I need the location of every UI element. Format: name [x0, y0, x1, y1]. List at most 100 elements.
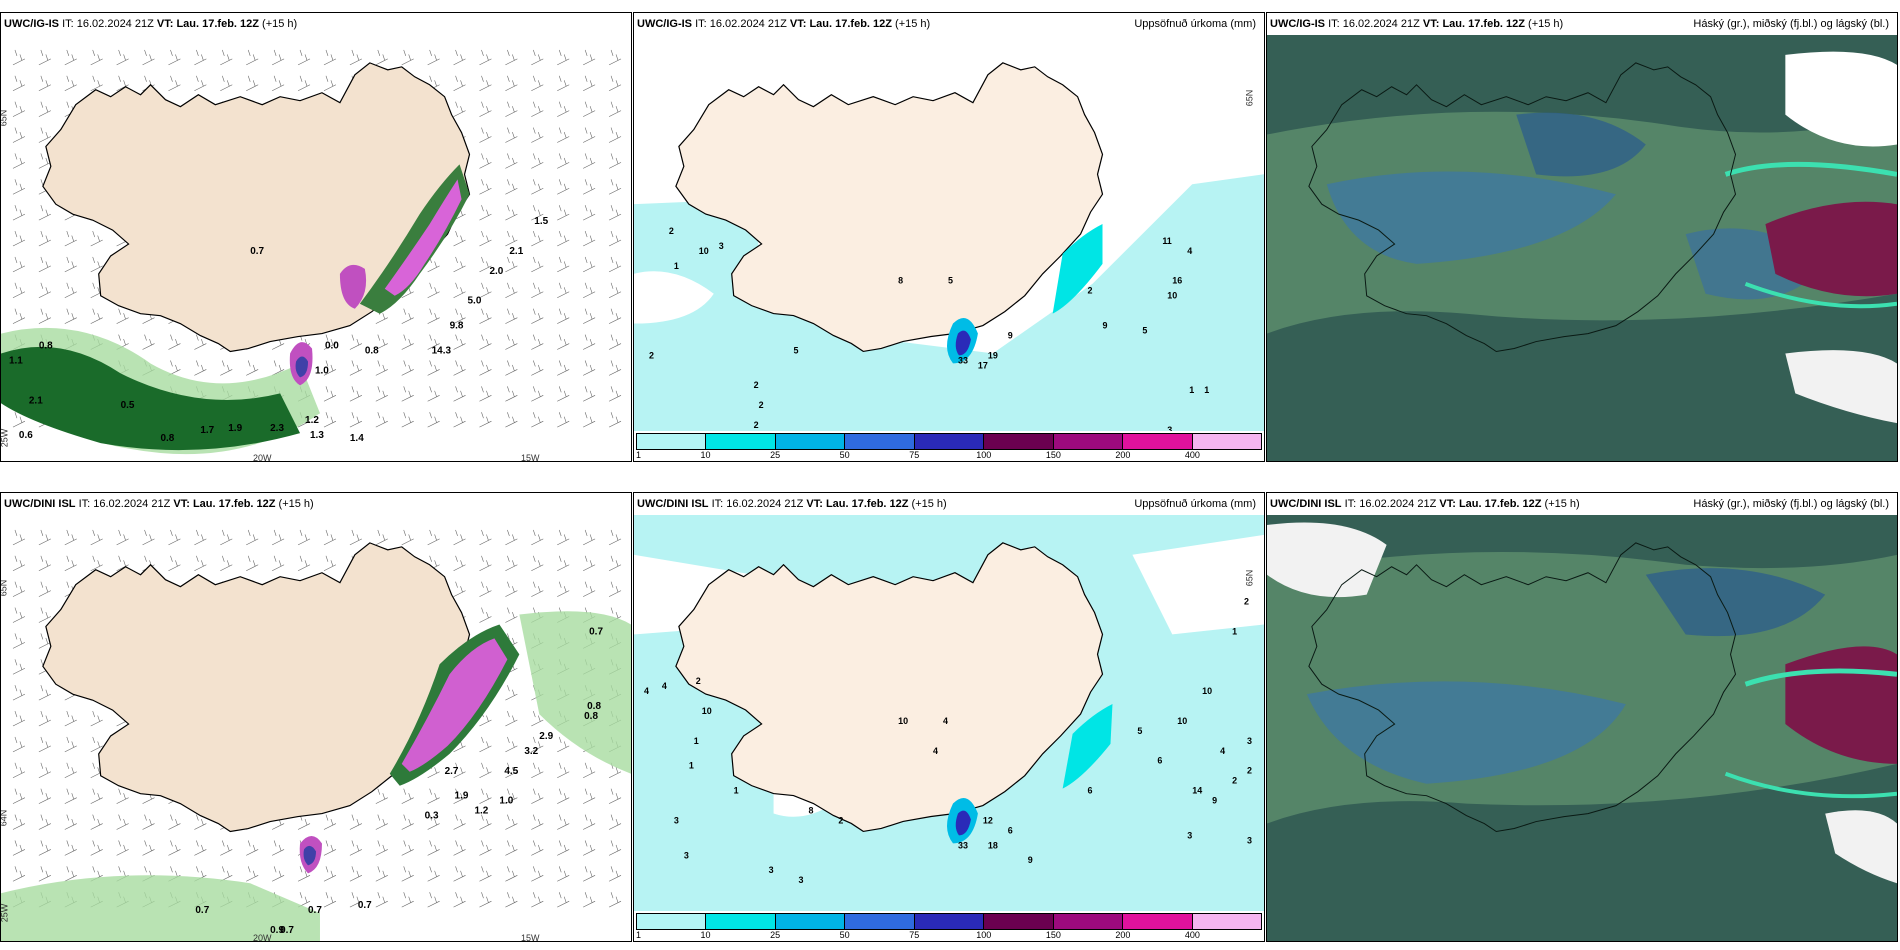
wind-barb	[38, 788, 51, 804]
wind-barb	[38, 75, 51, 92]
wind-barb	[479, 334, 492, 350]
wind-barb	[12, 101, 26, 117]
wind-barb	[505, 127, 518, 143]
wind-barb	[90, 308, 103, 324]
wind-barb	[505, 814, 518, 830]
wind-barb	[608, 412, 622, 428]
panel-title: Uppsöfnuð úrkoma (mm)	[1134, 18, 1256, 30]
map-value-label: 1	[1189, 385, 1194, 395]
wind-barb	[401, 814, 414, 830]
wind-barb	[583, 101, 596, 117]
wind-barb	[505, 153, 518, 169]
wind-barb	[401, 308, 414, 324]
wind-barb	[427, 334, 440, 350]
wind-barb	[90, 788, 103, 804]
map-value-label: 8	[808, 805, 813, 815]
wind-barb	[349, 840, 362, 856]
wind-barb	[608, 127, 622, 143]
wind-barb	[505, 179, 518, 195]
map-value-label: 3.2	[524, 746, 538, 757]
wind-barb	[12, 607, 26, 623]
wind-barb	[583, 840, 596, 856]
wind-barb	[583, 581, 596, 597]
wind-barb	[583, 788, 596, 804]
wind-barb	[479, 101, 492, 117]
wind-barb	[375, 386, 388, 402]
map-value-label: 9	[1008, 330, 1013, 340]
precip-colorbar: 1 10 25 50 75 100 150 200 400	[636, 433, 1262, 460]
wind-barb	[323, 49, 337, 66]
map-value-label: 0.8	[39, 341, 53, 352]
map-value-label: 1	[689, 761, 694, 771]
wind-barb	[583, 179, 596, 195]
map-value-label: 3	[719, 241, 724, 251]
wind-barb	[220, 75, 233, 92]
wind-barb	[64, 256, 77, 273]
lon-label: 15W	[521, 933, 540, 942]
colorbar-tick-label: 25	[770, 930, 781, 940]
wind-barb	[557, 581, 570, 597]
wind-barb	[323, 412, 337, 428]
panel-header: UWC/DINI ISL IT: 16.02.2024 21Z VT: Lau.…	[634, 493, 1264, 515]
wind-barb	[583, 866, 596, 882]
wind-barb	[194, 49, 207, 66]
map-value-label: 0.6	[19, 430, 33, 441]
wind-barb	[608, 892, 622, 908]
wind-barb	[38, 529, 51, 546]
wind-barb	[401, 866, 414, 882]
lat-label: 65N	[1244, 89, 1255, 107]
wind-barb	[12, 866, 26, 882]
wind-barb	[608, 555, 622, 572]
wind-barb	[297, 75, 311, 92]
lat-label: 65N	[1244, 569, 1255, 587]
wind-barb	[427, 412, 440, 428]
wind-barb	[557, 49, 570, 66]
lon-label: 20W	[253, 453, 272, 462]
wind-barb	[64, 866, 77, 882]
wind-barb	[531, 412, 544, 428]
wind-barb	[479, 179, 492, 195]
map-value-label: 2.7	[445, 766, 459, 777]
map-value-label: 10	[1177, 716, 1187, 726]
wind-barb	[453, 256, 466, 273]
precip-colorbar: 1 10 25 50 75 100 150 200 400	[636, 913, 1262, 940]
wind-barb	[38, 282, 51, 299]
wind-barb	[557, 282, 570, 299]
map-value-label: 0.7	[358, 900, 372, 911]
map-value-label: 14	[1192, 786, 1202, 796]
wind-barb	[505, 101, 518, 117]
map-value-label: 2.1	[29, 395, 43, 406]
wind-barb	[38, 205, 51, 221]
wind-barb	[116, 49, 129, 66]
map-value-label: 1.9	[455, 791, 469, 802]
cloud-map	[1267, 515, 1897, 941]
panel-title: Háský (gr.), miðský (fj.bl.) og lágský (…	[1693, 18, 1889, 30]
map-value-label: 4	[1220, 746, 1225, 756]
wind-barb	[608, 75, 622, 92]
wind-barb	[194, 75, 207, 92]
map-value-label: 0.0	[325, 341, 339, 352]
wind-barb	[349, 412, 362, 428]
wind-barb	[557, 360, 570, 376]
wind-barb	[453, 386, 466, 402]
wind-barb	[116, 529, 129, 546]
wind-barb	[505, 581, 518, 597]
wind-barb	[323, 840, 337, 856]
colorbar-tick-label: 75	[909, 450, 920, 460]
map-value-label: 9	[1212, 796, 1217, 806]
wind-barb	[505, 205, 518, 221]
wind-barb	[116, 308, 129, 324]
wind-barb	[427, 360, 440, 376]
map-value-label: 3	[1187, 830, 1192, 840]
wind-barb	[64, 788, 77, 804]
wind-barb	[401, 788, 414, 804]
wind-barb	[38, 555, 51, 572]
map-value-label: 2.0	[489, 266, 503, 277]
wind-barb	[427, 814, 440, 830]
wind-barb	[375, 334, 388, 350]
wind-barb	[608, 581, 622, 597]
map-value-label: 2	[759, 400, 764, 410]
wind-barb	[38, 581, 51, 597]
wind-barb	[38, 308, 51, 324]
map-value-label: 1.2	[305, 415, 319, 426]
